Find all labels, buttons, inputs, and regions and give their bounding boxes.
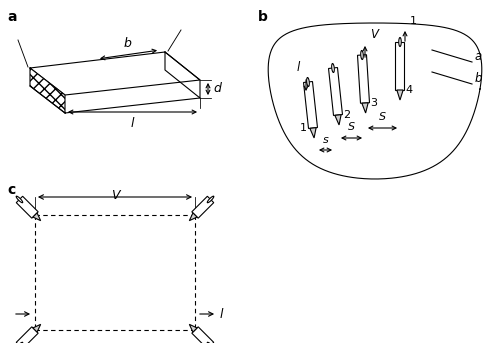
Text: V: V — [111, 189, 119, 202]
Polygon shape — [16, 327, 38, 343]
Text: a: a — [7, 10, 17, 24]
Text: l: l — [297, 61, 300, 74]
Polygon shape — [33, 213, 41, 221]
Text: l: l — [131, 117, 134, 130]
Text: 2: 2 — [343, 110, 350, 120]
Polygon shape — [192, 327, 214, 343]
Text: S: S — [348, 122, 355, 132]
Polygon shape — [192, 196, 214, 218]
Text: 1: 1 — [410, 16, 417, 26]
Text: 3: 3 — [370, 98, 377, 108]
Text: c: c — [7, 183, 15, 197]
Polygon shape — [310, 128, 316, 138]
Polygon shape — [362, 103, 368, 113]
Text: V: V — [370, 28, 378, 41]
Ellipse shape — [307, 78, 309, 86]
Polygon shape — [329, 68, 343, 116]
Text: b: b — [258, 10, 268, 24]
Polygon shape — [304, 82, 318, 129]
Polygon shape — [335, 115, 341, 125]
Polygon shape — [397, 90, 403, 100]
Polygon shape — [358, 55, 370, 103]
Ellipse shape — [16, 196, 23, 203]
Polygon shape — [189, 324, 197, 332]
Polygon shape — [189, 213, 197, 221]
Ellipse shape — [207, 196, 214, 203]
Text: 1: 1 — [300, 123, 307, 133]
Text: b: b — [475, 71, 482, 84]
Polygon shape — [395, 42, 404, 90]
Text: s: s — [323, 135, 328, 145]
Polygon shape — [30, 68, 65, 113]
Ellipse shape — [16, 342, 23, 343]
Text: a: a — [475, 49, 482, 62]
Text: d: d — [213, 83, 221, 95]
Text: l: l — [220, 308, 223, 320]
Polygon shape — [16, 196, 38, 218]
Text: S: S — [379, 112, 386, 122]
Text: 4: 4 — [405, 85, 412, 95]
Ellipse shape — [332, 63, 334, 72]
Ellipse shape — [399, 37, 401, 47]
Ellipse shape — [207, 342, 214, 343]
Ellipse shape — [361, 50, 363, 59]
Text: b: b — [123, 37, 131, 50]
Polygon shape — [33, 324, 41, 332]
